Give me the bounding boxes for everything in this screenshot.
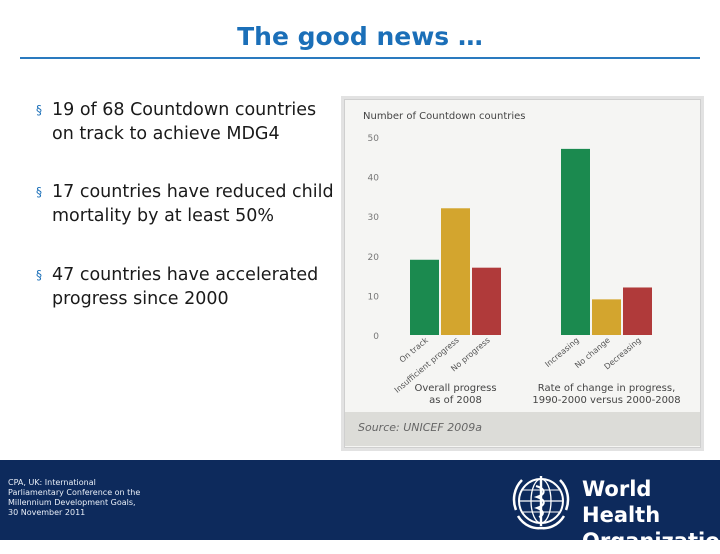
y-tick-label: 10 [368, 292, 380, 302]
bullet-item: § 19 of 68 Countdown countries on track … [36, 98, 336, 146]
bar-chart: Number of Countdown countries 0 10 20 30 40 50… [363, 111, 681, 406]
bar [623, 287, 652, 335]
y-tick-label: 0 [373, 332, 379, 342]
slide-title: The good news … [237, 22, 483, 51]
bar [441, 208, 470, 335]
bar [561, 148, 590, 335]
footer-line: Parliamentary Conference on the [8, 488, 141, 497]
y-tick-label: 20 [368, 253, 380, 263]
bar [472, 267, 501, 335]
bullet-text: 47 countries have accelerated progress s… [52, 265, 319, 309]
bullet-marker: § [36, 185, 42, 199]
bullet-text: 19 of 68 Countdown countries on track to… [52, 100, 317, 144]
who-emblem-icon [512, 476, 570, 530]
footer-band [0, 460, 720, 540]
title-underline [20, 57, 700, 59]
footer-line: 30 November 2011 [8, 508, 86, 517]
chart-source-band [345, 412, 700, 446]
x-group-label: Rate of change in progress, [538, 383, 676, 394]
chart-panel [344, 99, 701, 448]
y-tick-label: 40 [368, 174, 380, 184]
chart-title: Number of Countdown countries [363, 111, 526, 122]
bar [410, 259, 439, 335]
x-group-label: Overall progress [414, 383, 496, 394]
footer-line: CPA, UK: International [8, 478, 96, 487]
who-wordmark-line: Organization [582, 529, 720, 553]
x-group-label: 1990-2000 versus 2000-2008 [532, 395, 680, 406]
bullet-text: 17 countries have reduced child mortalit… [52, 182, 334, 226]
y-tick-label: 30 [368, 213, 380, 223]
bullet-marker: § [36, 103, 42, 117]
bar [592, 299, 621, 335]
bullet-item: § 17 countries have reduced child mortal… [36, 180, 336, 228]
who-wordmark: World Health Organization [582, 476, 720, 554]
footer-conference-text: CPA, UK: International Parliamentary Con… [8, 478, 178, 518]
bullet-item: § 47 countries have accelerated progress… [36, 263, 336, 311]
footer-line: Millennium Development Goals, [8, 498, 136, 507]
bullet-marker: § [36, 268, 42, 282]
y-tick-label: 50 [368, 134, 380, 144]
chart-source: Source: UNICEF 2009a [358, 421, 482, 434]
x-group-label: as of 2008 [429, 395, 482, 406]
who-wordmark-line: World Health [582, 477, 661, 527]
